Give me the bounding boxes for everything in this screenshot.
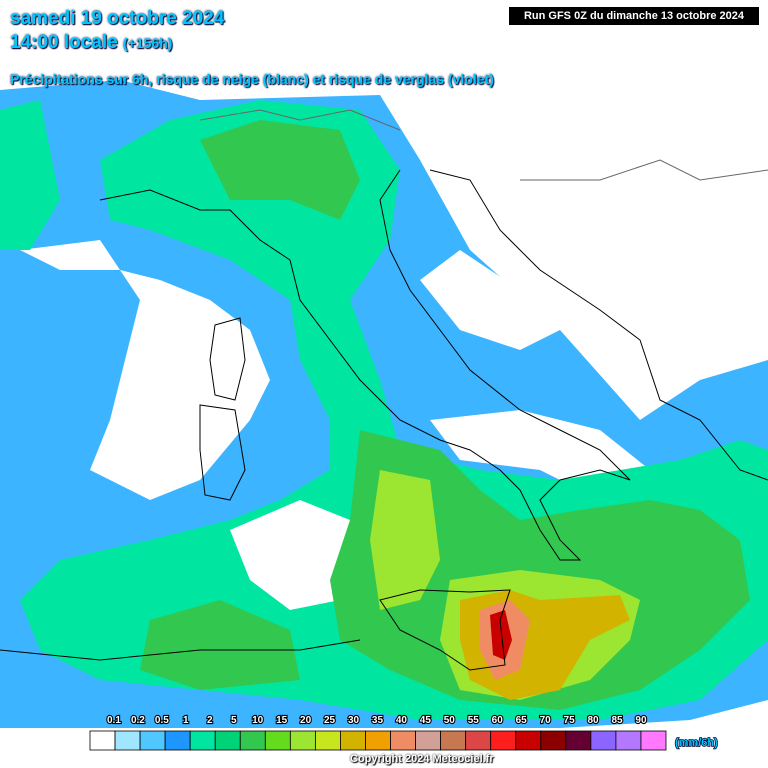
forecast-date: samedi 19 octobre 2024 — [10, 8, 225, 29]
run-label: Run GFS 0Z du dimanche 13 octobre 2024 — [509, 7, 759, 25]
forecast-lead: (+156h) — [123, 35, 173, 51]
coastlines — [0, 109, 768, 671]
forecast-time: 14:00 locale — [10, 32, 118, 53]
map-subtitle: Précipitations sur 6h, risque de neige (… — [10, 71, 494, 87]
forecast-time-wrap: 14:00 locale (+156h) — [10, 32, 172, 54]
copyright: Copyright 2024 Meteociel.fr — [350, 753, 494, 765]
